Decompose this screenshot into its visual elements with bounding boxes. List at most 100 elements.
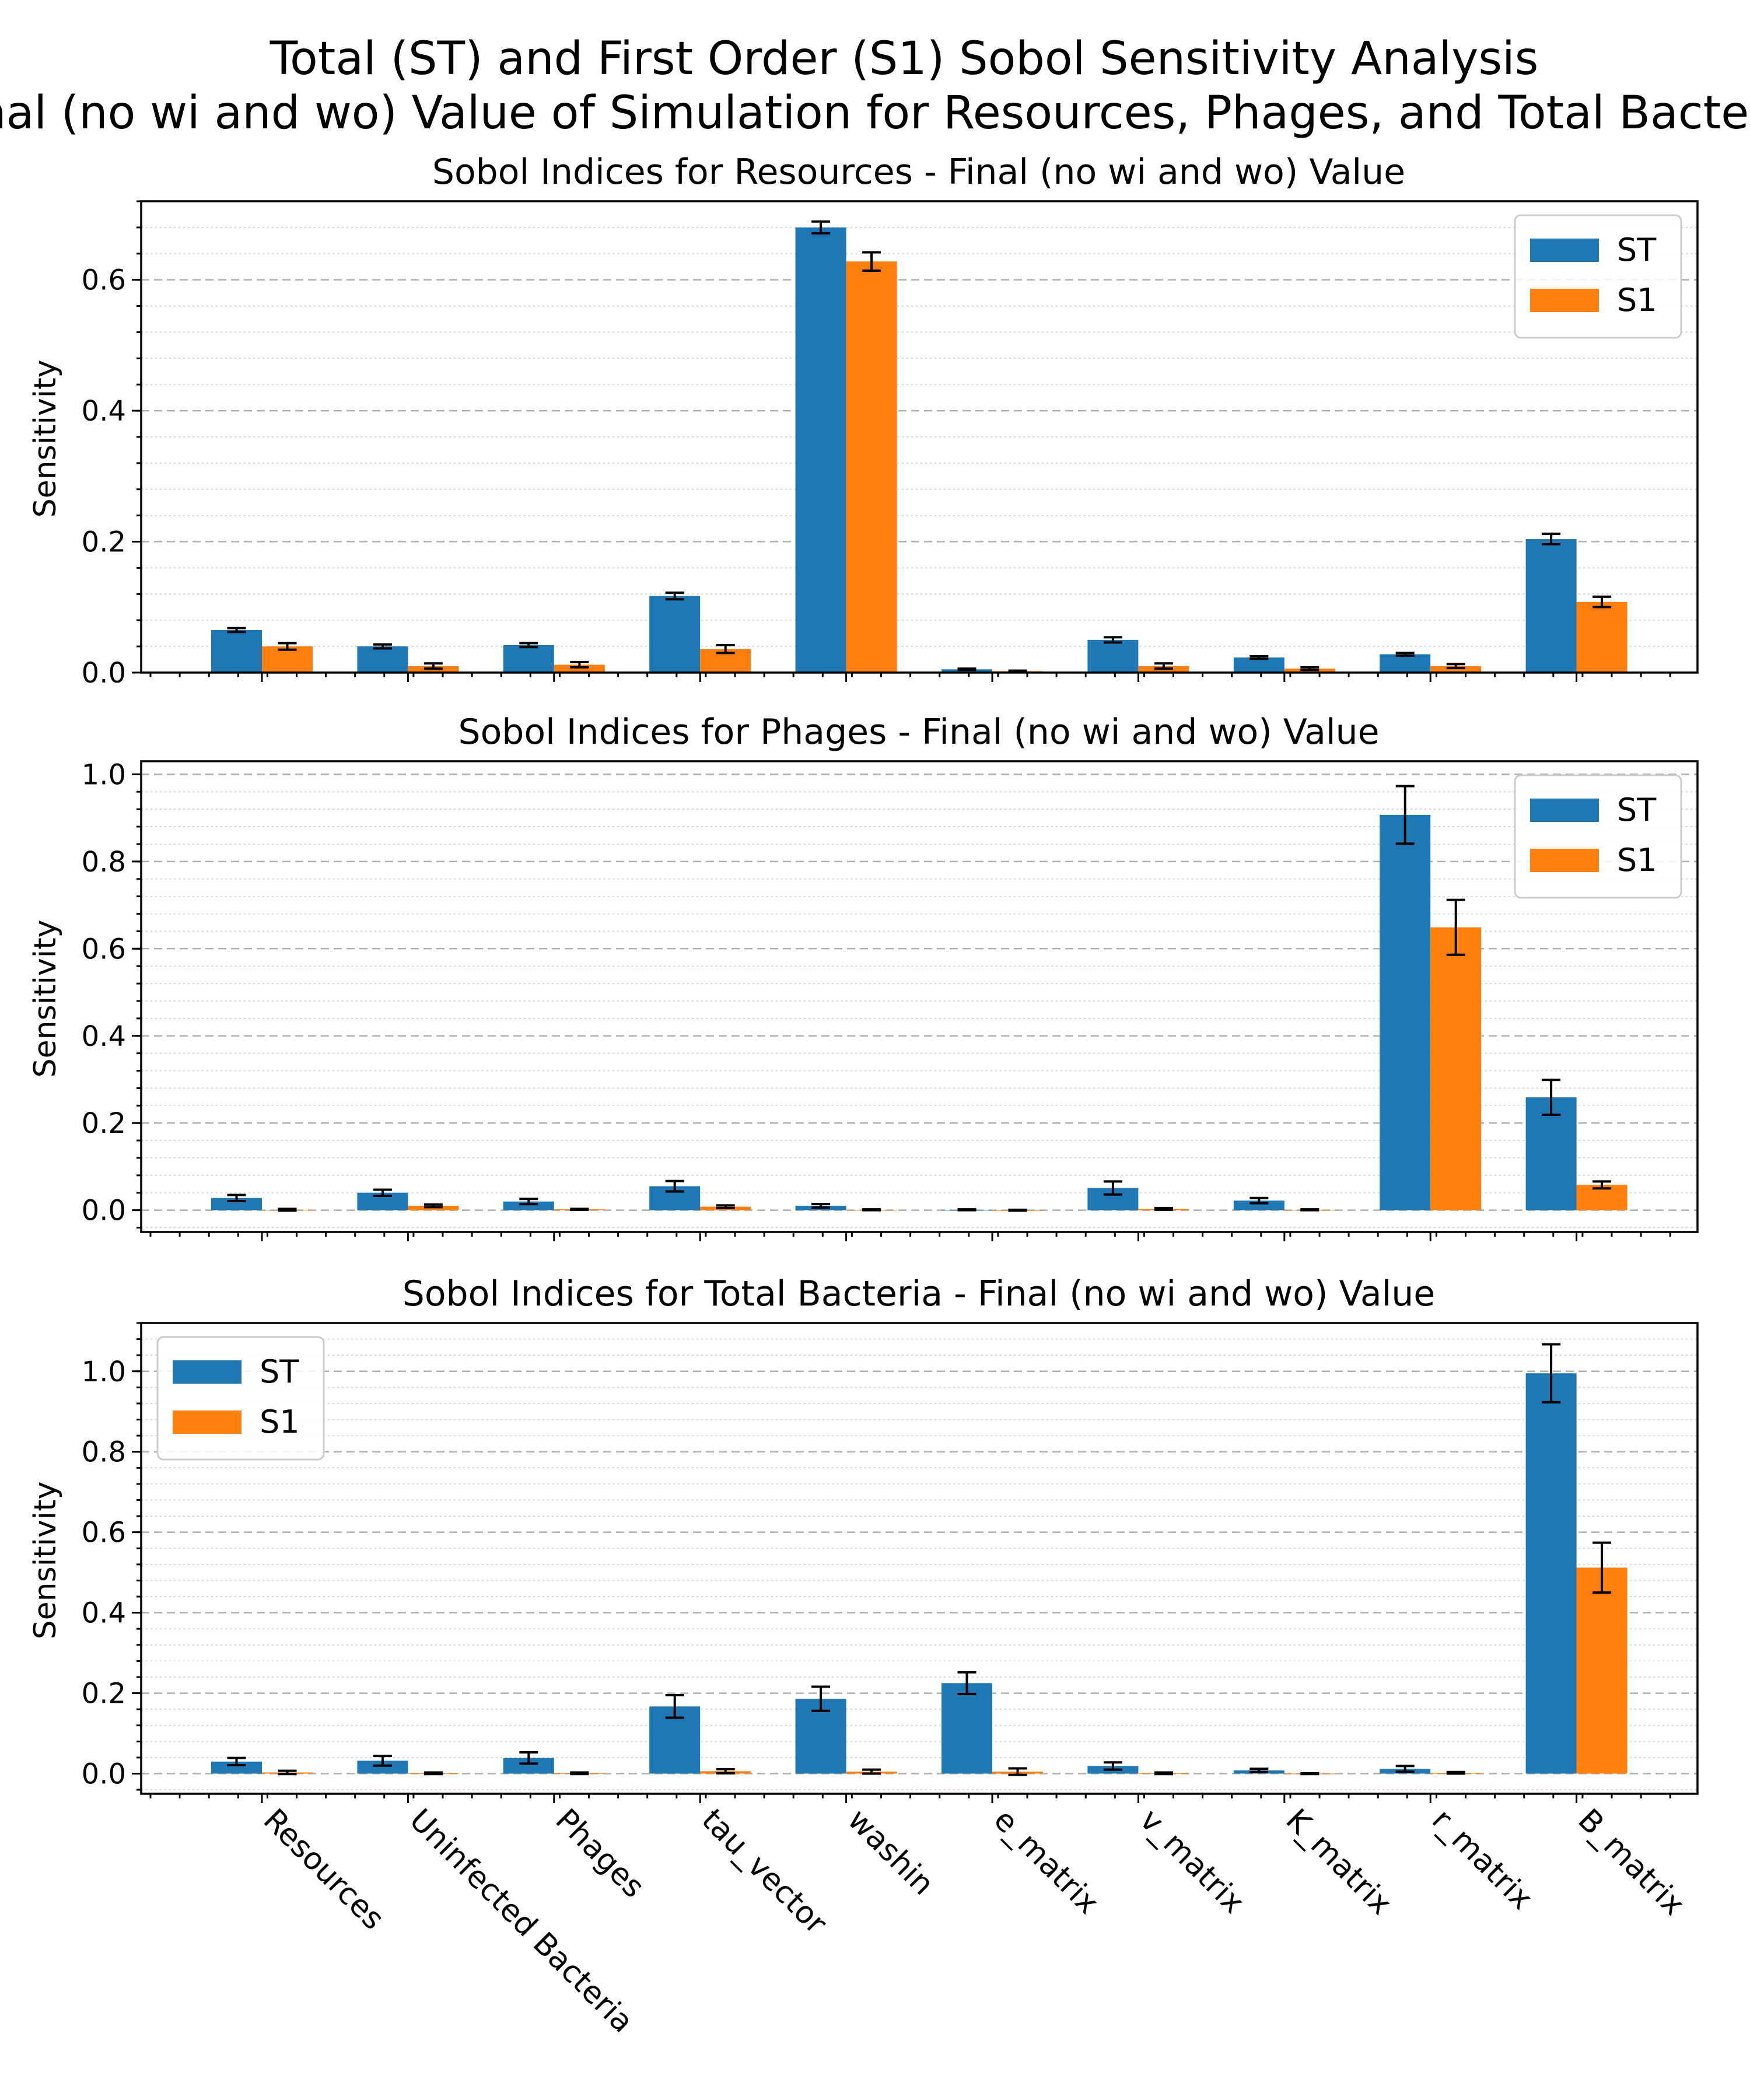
x-tick-label: Phages xyxy=(549,1803,652,1905)
errorbar-st-phages xyxy=(519,1751,538,1765)
errorbar-st-phages xyxy=(519,642,538,649)
panel-total-bacteria: Sobol Indices for Total Bacteria - Final… xyxy=(28,1273,1699,2040)
y-tick-label: 0.6 xyxy=(82,264,126,297)
legend-swatch-s1 xyxy=(1530,289,1599,312)
errorbar-st-resources xyxy=(227,1194,246,1202)
legend-swatch-st xyxy=(1530,799,1599,822)
y-tick-label: 0.0 xyxy=(82,1195,126,1227)
errorbar-s1-k_matrix xyxy=(1300,1208,1320,1212)
errorbar-s1-uninfected-bacteria xyxy=(424,1203,443,1209)
errorbar-st-r_matrix xyxy=(1395,1765,1415,1773)
bar-s1-r_matrix xyxy=(1430,927,1482,1210)
errorbar-st-washin xyxy=(811,1685,831,1712)
panel-resources: Sobol Indices for Resources - Final (no … xyxy=(28,152,1699,690)
legend-swatch-st xyxy=(1530,239,1599,262)
y-tick-label: 0.4 xyxy=(82,1597,126,1630)
bar-st-b_matrix xyxy=(1525,1097,1577,1210)
bar-st-e_matrix xyxy=(942,1683,992,1774)
errorbar-st-k_matrix xyxy=(1250,654,1269,660)
panel-phages-title: Sobol Indices for Phages - Final (no wi … xyxy=(458,712,1379,752)
errorbar-s1-r_matrix xyxy=(1446,1770,1465,1775)
y-axis: 0.0 0.2 0.4 0.6 xyxy=(82,200,141,690)
legend-swatch-st xyxy=(173,1360,242,1384)
errorbar-st-k_matrix xyxy=(1250,1768,1269,1773)
bar-s1-r_matrix xyxy=(1430,666,1482,673)
errorbar-s1-uninfected-bacteria xyxy=(424,1771,443,1776)
bar-s1-phages xyxy=(554,664,605,673)
errorbar-s1-b_matrix xyxy=(1592,1541,1612,1594)
bars xyxy=(211,785,1628,1212)
errorbar-s1-washin xyxy=(862,251,881,272)
legend-label-st: ST xyxy=(1617,792,1657,828)
x-axis xyxy=(149,1232,1671,1241)
errorbar-st-v_matrix xyxy=(1103,1761,1122,1771)
bars xyxy=(211,1343,1628,1776)
bar-st-v_matrix xyxy=(1087,639,1139,673)
errorbar-s1-v_matrix xyxy=(1154,1206,1173,1211)
errorbar-st-e_matrix xyxy=(957,1671,977,1695)
x-tick-label: B_matrix xyxy=(1571,1803,1691,1923)
panel-phages-ylabel: Sensitivity xyxy=(28,920,63,1078)
y-axis: 0.0 0.2 0.4 0.6 0.8 1.0 xyxy=(82,1322,141,1791)
panel-phages-plot: 0.0 0.2 0.4 0.6 0.8 1.0 ST S1 xyxy=(82,758,1699,1241)
errorbar-st-v_matrix xyxy=(1103,1180,1122,1196)
legend: ST S1 xyxy=(1514,214,1682,339)
bar-st-r_matrix xyxy=(1380,654,1431,673)
errorbar-st-resources xyxy=(227,1756,246,1767)
bar-st-uninfected-bacteria xyxy=(357,1760,408,1774)
errorbar-s1-tau_vector xyxy=(716,643,735,654)
y-tick-label: 0.2 xyxy=(82,1678,126,1710)
bar-st-b_matrix xyxy=(1525,539,1577,673)
errorbar-s1-resources xyxy=(278,1208,297,1212)
panel-phages: Sobol Indices for Phages - Final (no wi … xyxy=(28,712,1699,1241)
panel-total-bacteria-ylabel: Sensitivity xyxy=(28,1482,63,1640)
errorbar-st-uninfected-bacteria xyxy=(373,643,392,650)
errorbar-s1-b_matrix xyxy=(1592,595,1612,608)
errorbar-st-b_matrix xyxy=(1542,533,1561,546)
errorbar-st-tau_vector xyxy=(665,592,684,601)
figure-suptitle-line2: Final (no wi and wo) Value of Simulation… xyxy=(0,87,1750,139)
errorbar-st-tau_vector xyxy=(665,1694,684,1719)
errorbar-s1-tau_vector xyxy=(716,1204,735,1209)
x-tick-label: e_matrix xyxy=(987,1803,1105,1921)
grid xyxy=(141,1323,1698,1791)
legend-label-st: ST xyxy=(260,1353,299,1390)
bar-st-k_matrix xyxy=(1233,1200,1284,1210)
bar-s1-washin xyxy=(846,261,897,673)
y-tick-label: 0.0 xyxy=(82,1758,126,1791)
errorbar-st-washin xyxy=(811,1203,831,1209)
errorbar-st-v_matrix xyxy=(1103,636,1122,644)
y-axis: 0.0 0.2 0.4 0.6 0.8 1.0 xyxy=(82,758,141,1229)
errorbar-st-e_matrix xyxy=(957,667,977,671)
y-tick-label: 0.8 xyxy=(82,846,126,878)
errorbar-s1-phages xyxy=(570,661,589,669)
errorbar-s1-washin xyxy=(862,1768,881,1775)
errorbar-st-r_matrix xyxy=(1395,785,1415,845)
y-tick-label: 0.4 xyxy=(82,395,126,428)
errorbar-st-phages xyxy=(519,1198,538,1206)
errorbar-s1-v_matrix xyxy=(1154,1771,1173,1776)
errorbar-s1-r_matrix xyxy=(1446,663,1465,670)
y-tick-label: 0.2 xyxy=(82,526,126,559)
y-tick-label: 0.2 xyxy=(82,1107,126,1140)
errorbar-st-uninfected-bacteria xyxy=(373,1188,392,1197)
bar-st-k_matrix xyxy=(1233,657,1284,673)
errorbar-s1-tau_vector xyxy=(716,1768,735,1774)
y-tick-label: 0.6 xyxy=(82,1517,126,1549)
errorbar-st-resources xyxy=(227,626,246,634)
errorbar-st-b_matrix xyxy=(1542,1343,1561,1404)
bar-st-phages xyxy=(503,1201,554,1210)
legend-label-st: ST xyxy=(1617,232,1657,268)
errorbar-st-k_matrix xyxy=(1250,1196,1269,1205)
errorbar-st-uninfected-bacteria xyxy=(373,1755,392,1767)
errorbar-st-washin xyxy=(811,220,831,235)
errorbar-s1-r_matrix xyxy=(1446,898,1465,956)
x-axis xyxy=(149,673,1671,682)
legend-label-s1: S1 xyxy=(1617,282,1657,318)
bar-st-uninfected-bacteria xyxy=(357,646,408,673)
grid xyxy=(141,201,1698,673)
y-tick-label: 0.0 xyxy=(82,657,126,690)
errorbar-s1-uninfected-bacteria xyxy=(424,662,443,670)
